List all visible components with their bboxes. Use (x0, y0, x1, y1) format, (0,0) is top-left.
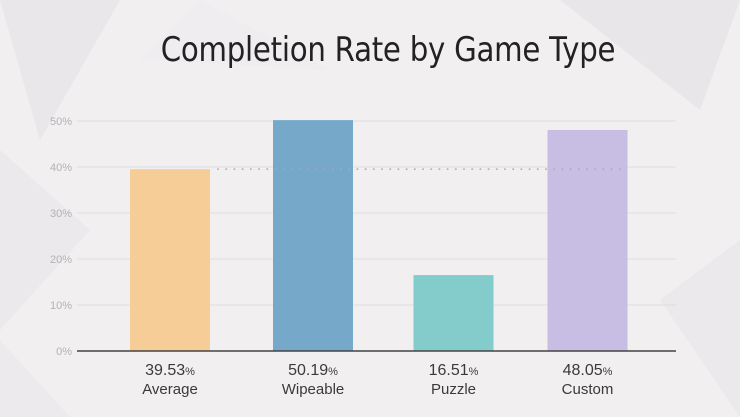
reference-dot (528, 168, 531, 171)
reference-dot (258, 168, 260, 171)
reference-dot (618, 168, 621, 171)
reference-dot (372, 168, 375, 171)
reference-dot (241, 168, 244, 171)
value-label: 16.51% (429, 362, 479, 379)
reference-dot (577, 168, 580, 171)
reference-dot (364, 168, 367, 171)
reference-dot (504, 168, 506, 171)
reference-dot (471, 168, 474, 171)
chart-title: Completion Rate by Game Type (160, 30, 616, 70)
reference-dot (430, 168, 433, 171)
y-tick-label: 40% (50, 162, 72, 174)
reference-dot (307, 168, 310, 171)
y-tick-label: 50% (50, 116, 72, 128)
reference-dot (446, 168, 449, 171)
reference-dot (479, 168, 482, 171)
reference-dot (315, 168, 318, 171)
value-label: 39.53% (145, 362, 195, 379)
reference-dot (290, 168, 293, 171)
y-axis-ticks: 0% 10% 20% 30% 40% 50% (50, 116, 72, 358)
bars (130, 120, 628, 351)
reference-dot (323, 168, 326, 171)
reference-dot (536, 168, 539, 171)
reference-dot (397, 168, 400, 171)
reference-dot (495, 168, 498, 171)
bar-puzzle (413, 275, 494, 351)
reference-dot (594, 168, 597, 171)
reference-dot (405, 168, 408, 171)
reference-dot (413, 168, 416, 171)
bar-labels: 39.53% Average 50.19% Wipeable 16.51% Puzzle 4… (142, 362, 613, 398)
reference-dot (249, 168, 252, 171)
reference-dot (266, 168, 269, 171)
reference-dot (520, 168, 523, 171)
bar-wipeable (273, 120, 353, 351)
reference-dot (356, 168, 359, 171)
value-label: 48.05% (563, 362, 613, 379)
reference-dot (389, 168, 392, 171)
reference-dot (586, 168, 588, 171)
reference-dot (225, 168, 228, 171)
reference-dot (348, 168, 351, 171)
reference-dot (569, 168, 572, 171)
reference-dot (381, 168, 383, 171)
category-label: Puzzle (431, 381, 476, 398)
reference-dot (545, 168, 547, 171)
reference-dot (463, 168, 465, 171)
reference-line (217, 168, 621, 171)
bar-average (130, 169, 210, 351)
reference-dot (422, 168, 424, 171)
category-label: Custom (562, 381, 614, 398)
reference-dot (331, 168, 334, 171)
reference-dot (438, 168, 441, 171)
reference-dot (454, 168, 457, 171)
y-tick-label: 20% (50, 254, 72, 266)
bar-custom (547, 129, 628, 351)
reference-dot (340, 168, 342, 171)
category-label: Wipeable (282, 381, 345, 398)
reference-dot (233, 168, 236, 171)
reference-dot (512, 168, 515, 171)
category-label: Average (142, 381, 198, 398)
reference-dot (217, 168, 219, 171)
reference-dot (274, 168, 277, 171)
reference-dot (299, 168, 301, 171)
value-label: 50.19% (288, 362, 338, 379)
y-tick-label: 10% (50, 300, 72, 312)
reference-dot (553, 168, 556, 171)
y-tick-label: 0% (56, 346, 72, 358)
reference-dot (561, 168, 564, 171)
reference-dot (610, 168, 613, 171)
reference-dot (282, 168, 285, 171)
y-tick-label: 30% (50, 208, 72, 220)
reference-dot (487, 168, 490, 171)
reference-dot (602, 168, 605, 171)
